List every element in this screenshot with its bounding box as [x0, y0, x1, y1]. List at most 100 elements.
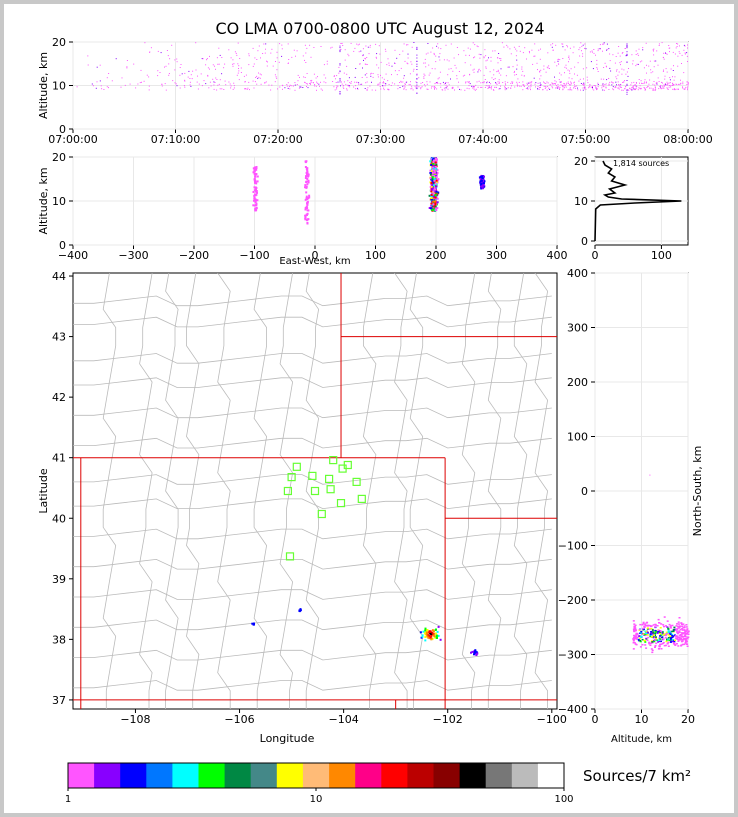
- source-point: [434, 205, 437, 208]
- source-point: [468, 85, 470, 87]
- source-point: [476, 652, 479, 655]
- source-point: [436, 88, 438, 90]
- source-point: [653, 81, 655, 82]
- source-point: [613, 89, 615, 91]
- y-tick-label: 10: [52, 195, 66, 208]
- source-point: [672, 70, 674, 71]
- source-point: [494, 50, 496, 52]
- source-point: [440, 83, 442, 85]
- source-point: [683, 44, 685, 46]
- source-point: [561, 43, 563, 45]
- source-point: [557, 87, 559, 89]
- source-point: [383, 78, 385, 80]
- source-point: [643, 87, 645, 88]
- source-point: [402, 85, 404, 87]
- source-point: [205, 83, 207, 85]
- source-point: [618, 46, 620, 47]
- source-point: [687, 89, 688, 91]
- source-point: [474, 56, 476, 58]
- source-point: [256, 75, 258, 77]
- source-point: [515, 48, 517, 50]
- source-point: [431, 174, 434, 177]
- source-point: [213, 81, 215, 83]
- source-point: [306, 178, 309, 180]
- source-point: [685, 626, 688, 628]
- source-point: [286, 84, 288, 85]
- source-point: [314, 85, 316, 87]
- source-point: [665, 68, 667, 70]
- source-point: [668, 639, 671, 642]
- source-point: [387, 89, 389, 90]
- source-point: [670, 637, 673, 639]
- source-point: [355, 85, 357, 87]
- source-point: [338, 66, 340, 68]
- colorbar-swatch: [407, 763, 434, 788]
- source-point: [248, 64, 250, 66]
- source-point: [197, 88, 199, 90]
- source-point: [653, 66, 655, 68]
- source-point: [518, 45, 520, 47]
- source-point: [420, 82, 422, 84]
- source-point: [632, 86, 634, 88]
- source-point: [336, 86, 338, 88]
- source-point: [320, 88, 322, 90]
- source-point: [573, 46, 575, 48]
- y-axis-label: Altitude, km: [37, 167, 50, 234]
- source-point: [338, 72, 340, 74]
- source-point: [637, 53, 639, 55]
- x-tick-label: 100: [365, 249, 386, 262]
- source-point: [497, 57, 499, 59]
- source-point: [685, 624, 688, 626]
- source-point: [500, 68, 502, 70]
- source-point: [477, 86, 479, 88]
- source-point: [568, 61, 569, 63]
- source-point: [672, 76, 673, 78]
- source-point: [686, 643, 689, 645]
- source-point: [618, 84, 620, 85]
- source-point: [657, 77, 659, 79]
- source-point: [437, 81, 438, 83]
- source-point: [208, 87, 210, 89]
- source-point: [652, 624, 655, 626]
- source-point: [507, 81, 509, 83]
- x-tick-label: 07:20:00: [253, 133, 302, 146]
- source-point: [448, 68, 450, 70]
- source-point: [254, 180, 257, 183]
- source-point: [424, 62, 426, 64]
- source-point: [684, 634, 687, 636]
- source-point: [304, 184, 307, 187]
- source-point: [558, 63, 560, 65]
- source-point: [237, 42, 239, 44]
- source-point: [567, 69, 569, 71]
- x-tick-label: 07:10:00: [151, 133, 200, 146]
- source-point: [659, 635, 661, 637]
- source-point: [615, 76, 617, 78]
- source-point: [632, 620, 635, 622]
- source-point: [485, 85, 487, 87]
- source-point: [543, 68, 545, 70]
- source-point: [469, 48, 471, 50]
- source-point: [687, 61, 688, 62]
- source-point: [522, 70, 524, 72]
- source-point: [306, 221, 309, 224]
- source-point: [634, 84, 636, 86]
- source-point: [488, 81, 490, 83]
- source-point: [601, 87, 603, 89]
- source-point: [641, 624, 644, 626]
- source-point: [554, 76, 555, 78]
- source-point: [306, 207, 309, 210]
- source-point: [378, 45, 380, 47]
- source-point: [450, 43, 452, 45]
- source-point: [667, 634, 670, 636]
- source-point: [580, 83, 582, 84]
- source-point: [483, 180, 486, 183]
- source-point: [642, 83, 644, 84]
- source-point: [680, 645, 683, 647]
- source-point: [101, 88, 103, 90]
- source-point: [673, 65, 674, 67]
- source-point: [583, 82, 585, 84]
- source-point: [567, 89, 569, 91]
- east-west-panel: −400 −300 −200 −100 0 100 200 300 40001020East-W…: [37, 151, 568, 267]
- source-point: [331, 46, 333, 48]
- source-point: [445, 82, 447, 83]
